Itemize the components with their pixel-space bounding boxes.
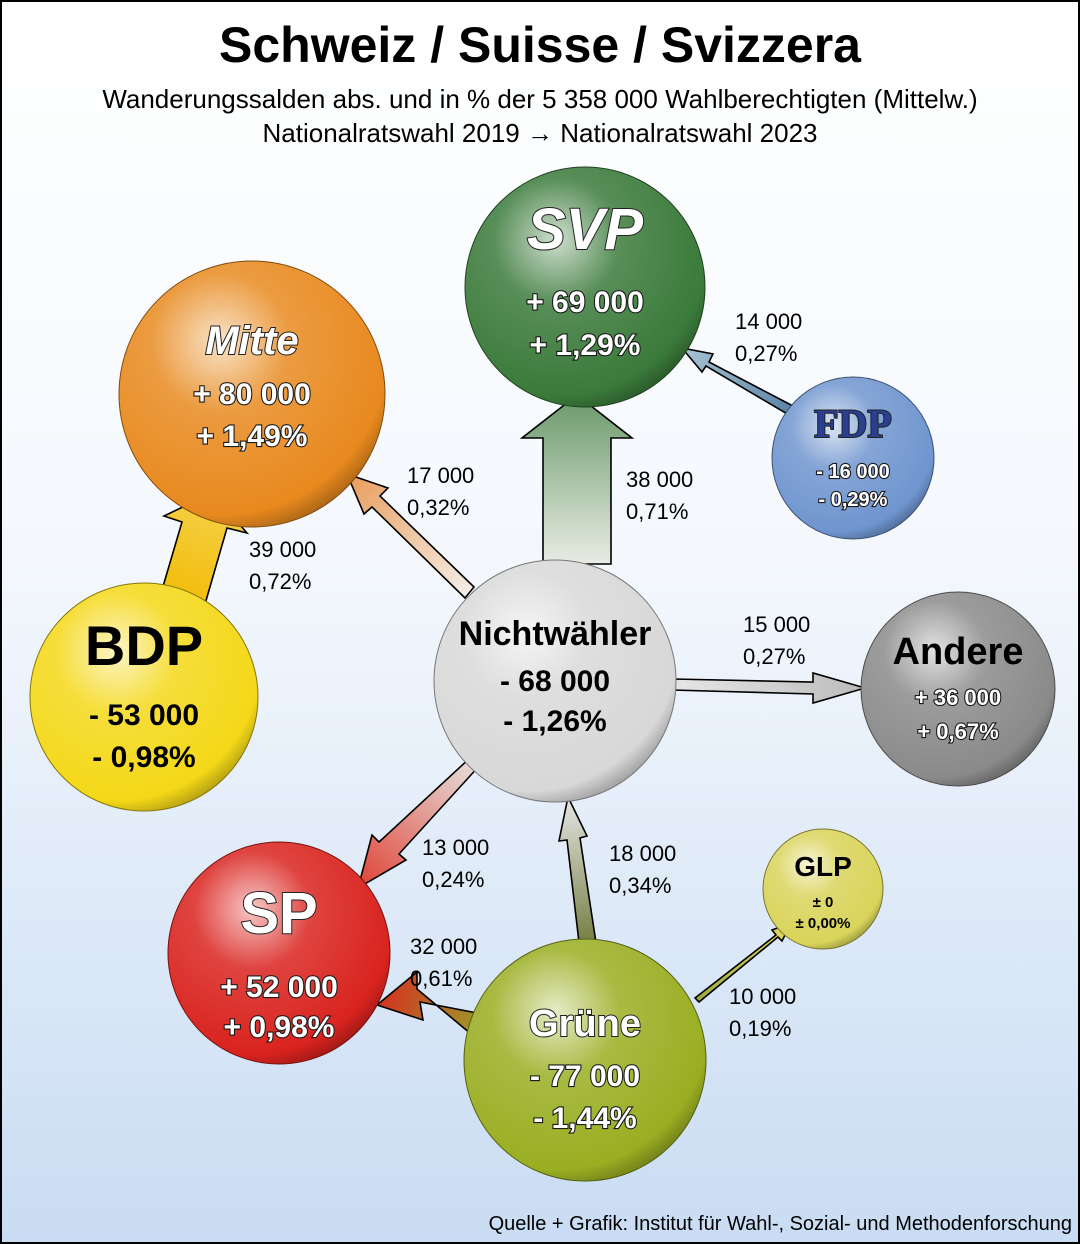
party-balance-abs-bdp: - 53 000 [89,699,199,732]
flow-label-abs-nichtwaehler-andere: 15 000 [743,612,810,637]
flow-label-pct-bdp-mitte: 0,72% [249,569,311,594]
party-nodes: SVP + 69 000 + 1,29% Mitte + 80 000 + 1,49% FD… [29,166,1056,1182]
party-name-svp: SVP [527,197,643,262]
party-balance-pct-gruene: - 1,44% [533,1102,636,1135]
party-node-sp: SP + 52 000 + 0,98% [167,841,391,1065]
flow-label-abs-nichtwaehler-mitte: 17 000 [407,463,474,488]
flow-label-abs-nichtwaehler-svp: 38 000 [626,467,693,492]
flow-arrow-gruene-nichtwaehler [557,794,598,952]
flow-arrow-nichtwaehler-svp [519,393,635,565]
party-balance-abs-glp: ± 0 [813,894,834,911]
party-balance-pct-bdp: - 0,98% [92,741,195,774]
party-sphere-nichtwaehler [433,559,677,803]
party-balance-pct-svp: + 1,29% [530,329,641,362]
party-name-gruene: Grüne [529,1003,641,1045]
party-name-fdp: FDP [814,401,892,446]
flow-labels: 14 000 0,27% 17 000 0,32% 38 000 0,71% 39 000 0… [249,309,810,1041]
flow-label-pct-fdp-svp: 0,27% [735,341,797,366]
flow-label-pct-gruene-sp: 0,61% [410,966,472,991]
party-sphere-bdp [29,582,259,812]
party-sphere-glp [762,828,884,950]
party-balance-pct-glp: ± 0,00% [796,915,851,932]
party-sphere-mitte [118,260,386,528]
flow-label-abs-gruene-nichtwaehler: 18 000 [609,841,676,866]
flow-arrows [157,346,868,1056]
party-balance-abs-nichtwaehler: - 68 000 [500,665,610,698]
party-sphere-sp [167,841,391,1065]
party-name-nichtwaehler: Nichtwähler [459,615,652,653]
flow-label-pct-nichtwaehler-sp: 0,24% [422,867,484,892]
subtitle-line-2: Nationalratswahl 2019 → Nationalratswahl… [262,118,818,148]
flow-label-abs-gruene-glp: 10 000 [729,984,796,1009]
party-node-andere: Andere + 36 000 + 0,67% [860,591,1056,787]
party-balance-abs-mitte: + 80 000 [193,378,311,411]
flow-label-pct-nichtwaehler-svp: 0,71% [626,499,688,524]
party-node-fdp: FDP - 16 000 - 0,29% [771,376,935,540]
party-balance-abs-gruene: - 77 000 [530,1060,640,1093]
flow-arrow-nichtwaehler-sp [356,755,482,890]
party-balance-pct-fdp: - 0,29% [819,489,888,511]
party-sphere-andere [860,591,1056,787]
party-balance-pct-mitte: + 1,49% [197,420,308,453]
source-credit: Quelle + Grafik: Institut für Wahl-, Soz… [488,1213,1072,1235]
party-balance-abs-svp: + 69 000 [526,286,644,319]
party-sphere-svp [464,166,706,408]
flow-label-pct-nichtwaehler-andere: 0,27% [743,644,805,669]
party-balance-abs-andere: + 36 000 [915,685,1001,710]
party-node-gruene: Grüne - 77 000 - 1,44% [463,938,707,1182]
party-balance-pct-nichtwaehler: - 1,26% [503,705,606,738]
party-name-andere: Andere [893,631,1024,673]
flow-label-abs-bdp-mitte: 39 000 [249,537,316,562]
party-balance-pct-andere: + 0,67% [917,719,998,744]
flow-label-pct-gruene-nichtwaehler: 0,34% [609,873,671,898]
party-node-svp: SVP + 69 000 + 1,29% [464,166,706,408]
party-name-sp: SP [240,881,317,946]
party-balance-pct-sp: + 0,98% [224,1011,335,1044]
subtitle-line-1: Wanderungssalden abs. und in % der 5 358… [102,84,978,114]
flow-label-abs-nichtwaehler-sp: 13 000 [422,835,489,860]
party-node-bdp: BDP - 53 000 - 0,98% [29,582,259,812]
flow-arrow-nichtwaehler-mitte [345,472,476,600]
party-balance-abs-sp: + 52 000 [220,971,338,1004]
party-balance-abs-fdp: - 16 000 [816,461,889,483]
flow-arrow-fdp-svp [679,346,795,417]
party-name-mitte: Mitte [205,319,298,363]
diagram-title: Schweiz / Suisse / Svizzera [219,17,861,73]
flow-label-abs-fdp-svp: 14 000 [735,309,802,334]
party-node-glp: GLP ± 0 ± 0,00% [762,828,884,950]
party-sphere-gruene [463,938,707,1182]
party-node-mitte: Mitte + 80 000 + 1,49% [118,260,386,528]
flow-label-abs-gruene-sp: 32 000 [410,934,477,959]
party-sphere-fdp [771,376,935,540]
flow-arrow-nichtwaehler-andere [671,671,868,705]
party-node-nichtwaehler: Nichtwähler - 68 000 - 1,26% [433,559,677,803]
flow-label-pct-nichtwaehler-mitte: 0,32% [407,495,469,520]
flow-label-pct-gruene-glp: 0,19% [729,1016,791,1041]
party-name-glp: GLP [794,851,852,882]
party-name-bdp: BDP [85,614,203,677]
